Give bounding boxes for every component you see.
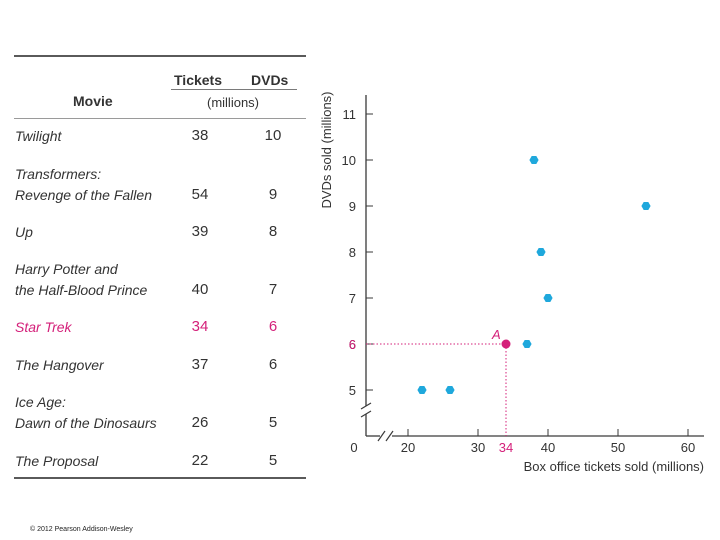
movie-title: Star Trek: [15, 319, 72, 335]
tickets-value: 22: [191, 452, 209, 469]
dvds-value: 9: [268, 186, 278, 203]
tickets-value: 54: [191, 186, 209, 203]
y-tick-label: 9: [349, 199, 356, 214]
table-top-rule: [14, 55, 306, 57]
x-tick-label: 0: [350, 440, 357, 455]
table-bottom-rule: [14, 477, 306, 479]
tickets-value: 39: [191, 223, 209, 240]
x-tick-label: 50: [611, 440, 625, 455]
x-tick-label: 60: [681, 440, 695, 455]
y-axis-break-mark: [360, 410, 372, 418]
x-tick-label: 40: [541, 440, 555, 455]
data-point: [522, 340, 532, 348]
x-tick-label: 30: [471, 440, 485, 455]
data-point: [536, 248, 546, 256]
table-header-rule: [14, 118, 306, 119]
dvds-value: 6: [268, 356, 278, 373]
movie-title: Up: [15, 224, 33, 240]
y-tick-label: 7: [349, 291, 356, 306]
dvds-value: 5: [268, 452, 278, 469]
x-axis-title: Box office tickets sold (millions): [524, 459, 704, 474]
x-axis-break-mark: [377, 430, 386, 442]
y-axis-break-mark: [360, 402, 372, 410]
tickets-value: 38: [191, 127, 209, 144]
movie-title: Transformers:: [15, 166, 102, 182]
movie-title-line2: the Half-Blood Prince: [15, 282, 148, 298]
y-axis-title: DVDs sold (millions): [319, 91, 334, 208]
dvds-value: 5: [268, 414, 278, 431]
dvds-value: 7: [268, 281, 278, 298]
tickets-value: 34: [191, 318, 209, 335]
highlight-x-tick-label: 34: [499, 440, 513, 455]
dvds-header: DVDs: [251, 72, 289, 88]
tickets-value: 40: [191, 281, 209, 298]
data-point: [417, 386, 427, 394]
units-label: (millions): [207, 95, 259, 110]
y-tick-label: 6: [349, 337, 356, 352]
dvds-value: 10: [264, 127, 282, 144]
x-axis-break-mark: [385, 430, 394, 442]
tickets-value: 37: [191, 356, 209, 373]
dvds-value: 8: [268, 223, 278, 240]
x-tick-label: 20: [401, 440, 415, 455]
y-tick-label: 5: [349, 383, 356, 398]
movie-header: Movie: [73, 93, 113, 109]
movie-title: Ice Age:: [15, 394, 66, 410]
dvds-value: 6: [268, 318, 278, 335]
data-point: [543, 294, 553, 302]
movie-title: The Hangover: [15, 357, 104, 373]
highlight-y-tick-label: 6: [349, 337, 356, 352]
tickets-header: Tickets: [174, 72, 222, 88]
data-point: [529, 156, 539, 164]
movie-title: Twilight: [15, 128, 62, 144]
copyright-credit: © 2012 Pearson Addison-Wesley: [30, 526, 133, 533]
units-rule: [171, 89, 297, 90]
movie-title: Harry Potter and: [15, 261, 118, 277]
point-label-a: A: [491, 327, 501, 342]
movie-title-line2: Revenge of the Fallen: [15, 187, 152, 203]
y-tick-label: 10: [342, 153, 356, 168]
data-point-highlight: [501, 339, 511, 349]
movie-title: The Proposal: [15, 453, 99, 469]
data-point: [641, 202, 651, 210]
y-tick-label: 11: [343, 107, 357, 122]
tickets-value: 26: [191, 414, 209, 431]
y-tick-label: 8: [349, 245, 356, 260]
movie-title-line2: Dawn of the Dinosaurs: [15, 415, 157, 431]
data-point: [445, 386, 455, 394]
